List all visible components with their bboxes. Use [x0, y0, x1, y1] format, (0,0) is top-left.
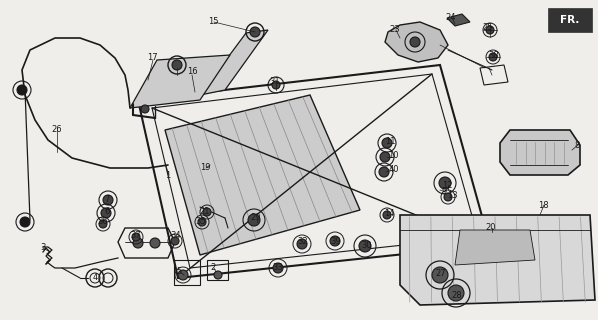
Circle shape [248, 214, 260, 226]
Circle shape [198, 218, 206, 226]
Text: FR.: FR. [560, 15, 579, 25]
Text: 40: 40 [389, 165, 399, 174]
Text: 29: 29 [251, 213, 261, 222]
Text: 32: 32 [298, 237, 309, 246]
Text: 4: 4 [92, 274, 97, 283]
Polygon shape [447, 14, 470, 26]
Text: 26: 26 [51, 125, 62, 134]
Polygon shape [385, 22, 448, 62]
Text: 28: 28 [451, 291, 462, 300]
Polygon shape [548, 8, 592, 32]
Text: 9: 9 [441, 188, 447, 196]
Text: 19: 19 [200, 164, 210, 172]
Text: 8: 8 [574, 140, 579, 149]
Text: 11: 11 [385, 138, 395, 147]
Polygon shape [455, 230, 535, 265]
Circle shape [132, 233, 140, 241]
Polygon shape [200, 30, 268, 95]
Text: 2: 2 [210, 263, 216, 273]
Text: 18: 18 [538, 201, 548, 210]
Text: 16: 16 [187, 68, 197, 76]
Text: 34: 34 [170, 230, 181, 239]
Circle shape [330, 236, 340, 246]
Polygon shape [165, 95, 360, 255]
Text: 25: 25 [483, 23, 493, 33]
Text: 23: 23 [390, 26, 400, 35]
Text: 15: 15 [208, 18, 218, 27]
Text: 14: 14 [384, 209, 394, 218]
Circle shape [150, 238, 160, 248]
Circle shape [297, 239, 307, 249]
Circle shape [17, 85, 27, 95]
Text: 24: 24 [446, 13, 456, 22]
Circle shape [103, 195, 113, 205]
Circle shape [250, 27, 260, 37]
Circle shape [379, 167, 389, 177]
Circle shape [382, 138, 392, 148]
Circle shape [439, 177, 451, 189]
Circle shape [214, 271, 222, 279]
Text: 38: 38 [489, 51, 499, 60]
Circle shape [101, 208, 111, 218]
Circle shape [273, 263, 283, 273]
Polygon shape [500, 130, 580, 175]
Circle shape [20, 217, 30, 227]
Text: 39: 39 [331, 236, 341, 245]
Circle shape [410, 37, 420, 47]
Text: 33: 33 [273, 263, 283, 273]
Circle shape [141, 105, 149, 113]
Circle shape [486, 26, 494, 34]
Circle shape [172, 60, 182, 70]
Text: 37: 37 [130, 231, 141, 241]
Circle shape [380, 152, 390, 162]
Text: 3: 3 [40, 244, 45, 252]
Text: 36: 36 [97, 218, 108, 227]
Text: 17: 17 [147, 52, 157, 61]
Circle shape [383, 211, 391, 219]
Circle shape [133, 238, 143, 248]
Circle shape [272, 81, 280, 89]
Text: 5: 5 [176, 267, 182, 276]
Polygon shape [400, 215, 595, 305]
Circle shape [178, 270, 188, 280]
Circle shape [99, 220, 107, 228]
Circle shape [359, 240, 371, 252]
Circle shape [171, 237, 179, 245]
Polygon shape [130, 55, 230, 108]
Text: 13: 13 [447, 190, 457, 199]
Text: 21: 21 [200, 206, 210, 215]
Text: 27: 27 [436, 269, 446, 278]
Text: 31: 31 [270, 77, 280, 86]
Circle shape [448, 285, 464, 301]
Text: 30: 30 [362, 241, 373, 250]
Circle shape [489, 53, 497, 61]
Text: 12: 12 [442, 180, 452, 189]
Circle shape [203, 208, 211, 216]
Text: 20: 20 [486, 223, 496, 233]
Text: 10: 10 [388, 151, 398, 161]
Text: 1: 1 [166, 171, 170, 180]
Text: 35: 35 [196, 218, 206, 227]
Text: 6: 6 [104, 206, 109, 215]
Text: 7: 7 [104, 196, 109, 204]
Circle shape [444, 193, 452, 201]
Circle shape [432, 267, 448, 283]
